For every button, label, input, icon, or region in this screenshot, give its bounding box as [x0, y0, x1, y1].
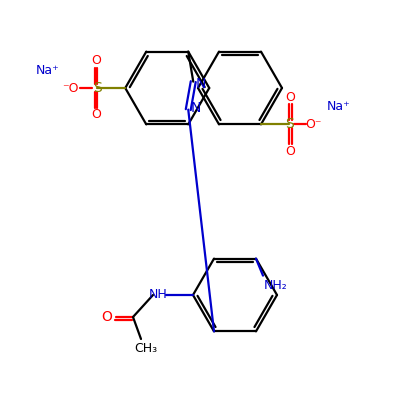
Text: N: N [196, 77, 206, 91]
Text: S: S [285, 117, 293, 131]
Text: S: S [93, 81, 102, 95]
Text: O⁻: O⁻ [305, 118, 321, 131]
Text: Na⁺: Na⁺ [327, 100, 351, 113]
Text: O: O [285, 145, 295, 158]
Text: ⁻O: ⁻O [62, 82, 78, 94]
Text: Na⁺: Na⁺ [35, 64, 59, 76]
Text: NH: NH [149, 288, 167, 302]
Text: O: O [102, 310, 112, 324]
Text: O: O [91, 54, 101, 68]
Text: NH₂: NH₂ [264, 279, 288, 292]
Text: CH₃: CH₃ [134, 342, 158, 356]
Text: O: O [285, 91, 295, 104]
Text: N: N [191, 101, 202, 115]
Text: O: O [91, 108, 101, 122]
